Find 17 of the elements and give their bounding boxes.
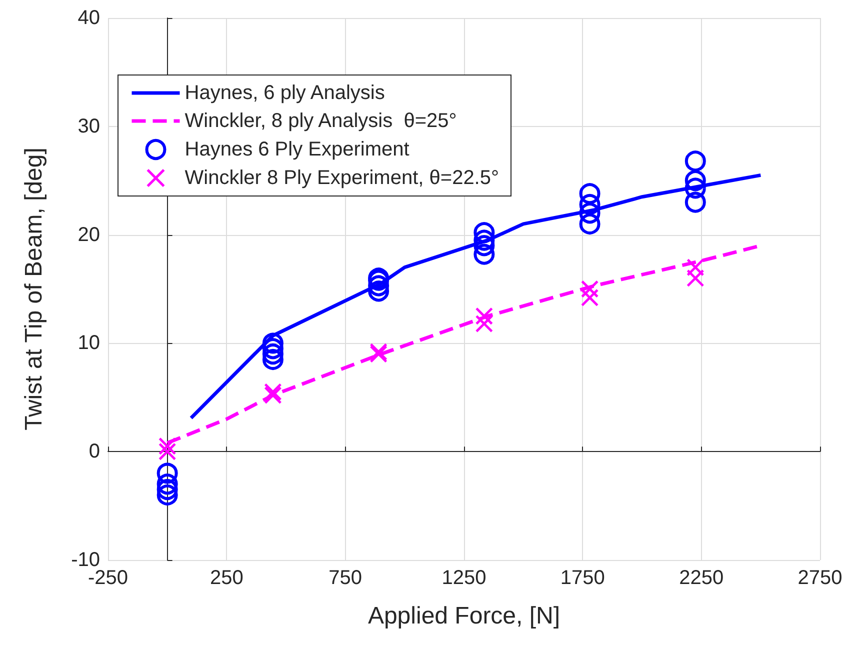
legend-label: Winckler 8 Ply Experiment, θ=22.5° (184, 167, 499, 189)
y-tick-label: 30 (78, 115, 100, 138)
y-tick-label: 20 (78, 224, 100, 246)
legend-label: Winckler, 8 ply Analysis θ=25° (184, 110, 457, 132)
legend-label: Haynes, 6 ply Analysis (184, 82, 385, 104)
y-axis-title: Twist at Tip of Beam, [deg] (20, 148, 48, 430)
x-axis-title: Applied Force, [N] (368, 602, 560, 630)
x-tick-label: 250 (210, 567, 244, 589)
x-tick-label: 2750 (798, 567, 842, 589)
x-tick-label: 1750 (560, 567, 605, 589)
y-tick-label: 10 (78, 332, 100, 354)
y-tick-label: 0 (88, 440, 100, 463)
x-tick-label: 750 (328, 567, 362, 589)
y-tick-label: 40 (78, 7, 100, 29)
x-tick-label: 2250 (679, 567, 724, 589)
legend-label: Haynes 6 Ply Experiment (184, 138, 410, 160)
x-tick-label: 1250 (442, 567, 486, 589)
